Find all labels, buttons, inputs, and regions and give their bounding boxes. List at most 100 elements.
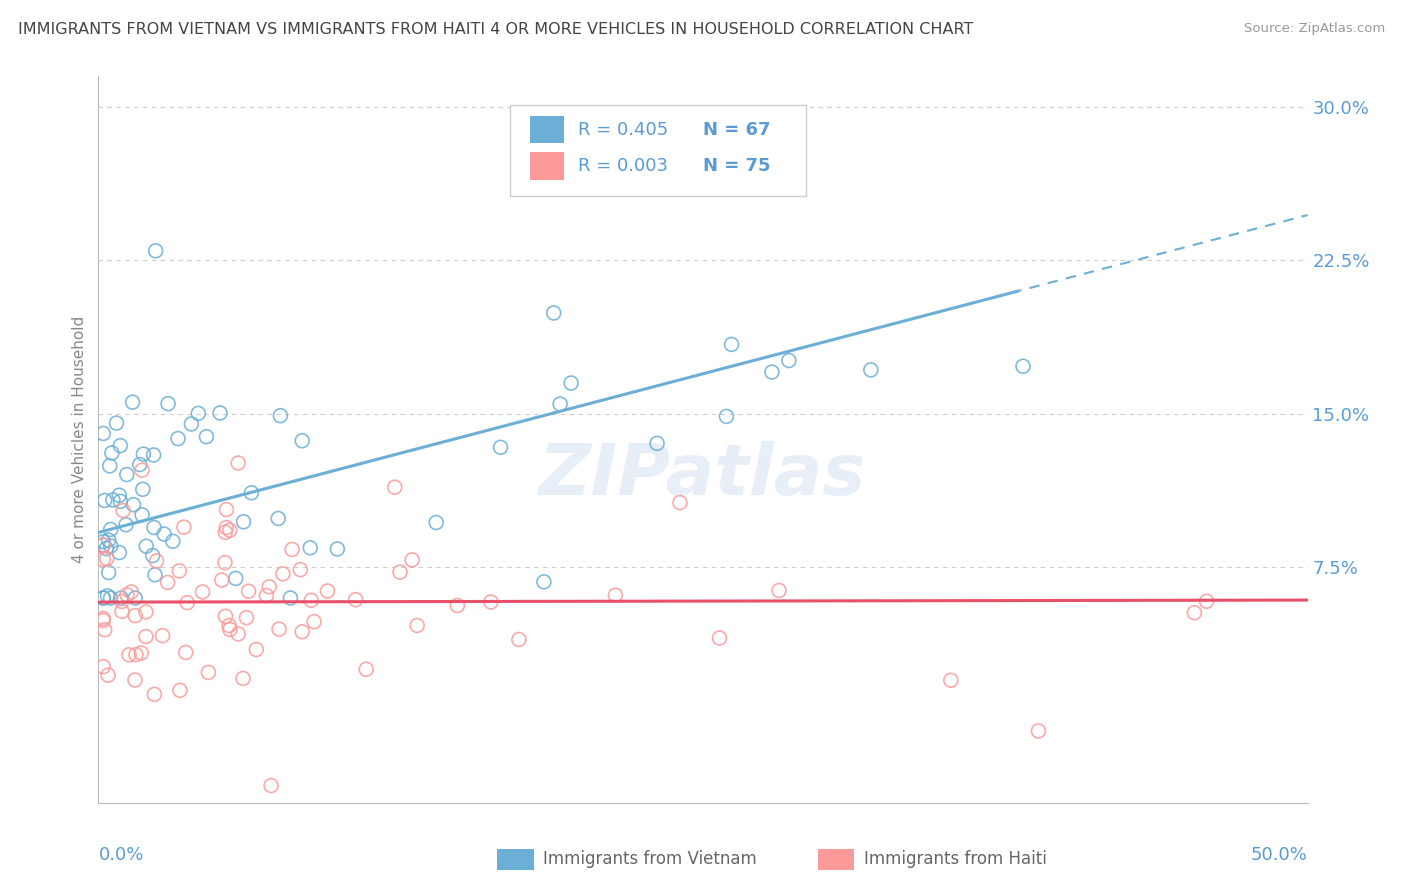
Point xyxy=(939,673,962,688)
Point xyxy=(131,508,153,522)
Point xyxy=(97,668,120,682)
Text: 50.0%: 50.0% xyxy=(1251,847,1308,864)
Point xyxy=(191,585,214,599)
Point xyxy=(91,614,114,628)
Point xyxy=(162,534,184,549)
Point xyxy=(269,409,291,423)
Point xyxy=(281,542,304,557)
Point xyxy=(124,608,146,623)
Point xyxy=(211,573,233,587)
Point xyxy=(169,683,191,698)
Point xyxy=(97,566,120,580)
Point xyxy=(226,627,249,641)
Point xyxy=(489,440,512,454)
FancyBboxPatch shape xyxy=(530,153,564,180)
Point xyxy=(187,406,209,420)
Point xyxy=(389,565,412,579)
Text: 0.0%: 0.0% xyxy=(98,847,143,864)
Point xyxy=(91,552,114,566)
Point xyxy=(709,631,731,645)
Point xyxy=(108,545,131,559)
Point xyxy=(238,584,260,599)
Point xyxy=(1195,594,1218,608)
Point xyxy=(260,779,283,793)
Point xyxy=(135,605,157,619)
Point xyxy=(91,538,114,552)
Point xyxy=(121,395,143,409)
Point xyxy=(91,538,114,552)
Point xyxy=(326,541,349,556)
Point xyxy=(768,583,790,598)
Point xyxy=(508,632,530,647)
Point xyxy=(548,397,571,411)
Point xyxy=(778,353,800,368)
Point xyxy=(533,574,555,589)
Point xyxy=(118,648,141,662)
Point xyxy=(135,539,157,553)
Point xyxy=(173,520,195,534)
Point xyxy=(299,541,322,555)
Point xyxy=(446,599,468,613)
Point xyxy=(131,463,153,477)
Point xyxy=(245,642,267,657)
Point xyxy=(145,244,167,258)
Point xyxy=(93,623,115,637)
Point xyxy=(110,494,132,508)
Point xyxy=(110,591,132,605)
Point xyxy=(115,467,138,482)
Point xyxy=(219,623,242,637)
Point xyxy=(215,502,238,516)
Point xyxy=(91,591,114,605)
Point xyxy=(354,662,377,676)
Point xyxy=(290,563,312,577)
Point xyxy=(132,483,155,497)
Point xyxy=(218,618,240,632)
Point xyxy=(720,337,742,351)
Point xyxy=(167,432,190,446)
FancyBboxPatch shape xyxy=(498,848,534,871)
Point xyxy=(132,447,155,461)
Point xyxy=(859,363,882,377)
Point xyxy=(225,571,247,585)
Point xyxy=(235,610,257,624)
Point xyxy=(128,458,150,472)
Point xyxy=(180,417,202,431)
Text: R = 0.405: R = 0.405 xyxy=(578,120,669,138)
Point xyxy=(1028,723,1050,738)
Point xyxy=(100,539,122,553)
Point xyxy=(479,595,502,609)
Point xyxy=(129,646,152,660)
Point xyxy=(1184,606,1206,620)
Point xyxy=(543,306,565,320)
FancyBboxPatch shape xyxy=(530,116,564,144)
Point xyxy=(271,566,294,581)
Point xyxy=(101,446,124,460)
Point xyxy=(645,436,668,450)
Text: N = 67: N = 67 xyxy=(703,120,770,138)
Point xyxy=(208,406,231,420)
Point xyxy=(256,589,278,603)
Point xyxy=(560,376,582,390)
Point xyxy=(401,553,423,567)
Point xyxy=(111,604,134,618)
Point xyxy=(100,523,122,537)
Text: IMMIGRANTS FROM VIETNAM VS IMMIGRANTS FROM HAITI 4 OR MORE VEHICLES IN HOUSEHOLD: IMMIGRANTS FROM VIETNAM VS IMMIGRANTS FR… xyxy=(18,22,973,37)
Point xyxy=(91,591,114,605)
Point xyxy=(214,525,236,540)
Point xyxy=(214,609,236,624)
Point xyxy=(105,416,128,430)
Point xyxy=(122,498,145,512)
Point xyxy=(96,541,118,556)
Point xyxy=(97,533,120,548)
Point xyxy=(174,645,197,659)
Point xyxy=(232,672,254,686)
Point xyxy=(406,618,429,632)
Point xyxy=(291,624,314,639)
Point xyxy=(425,516,447,530)
Point xyxy=(1012,359,1035,374)
Point xyxy=(112,503,135,517)
Point xyxy=(120,585,142,599)
Point xyxy=(215,521,238,535)
Text: Source: ZipAtlas.com: Source: ZipAtlas.com xyxy=(1244,22,1385,36)
FancyBboxPatch shape xyxy=(509,105,806,195)
